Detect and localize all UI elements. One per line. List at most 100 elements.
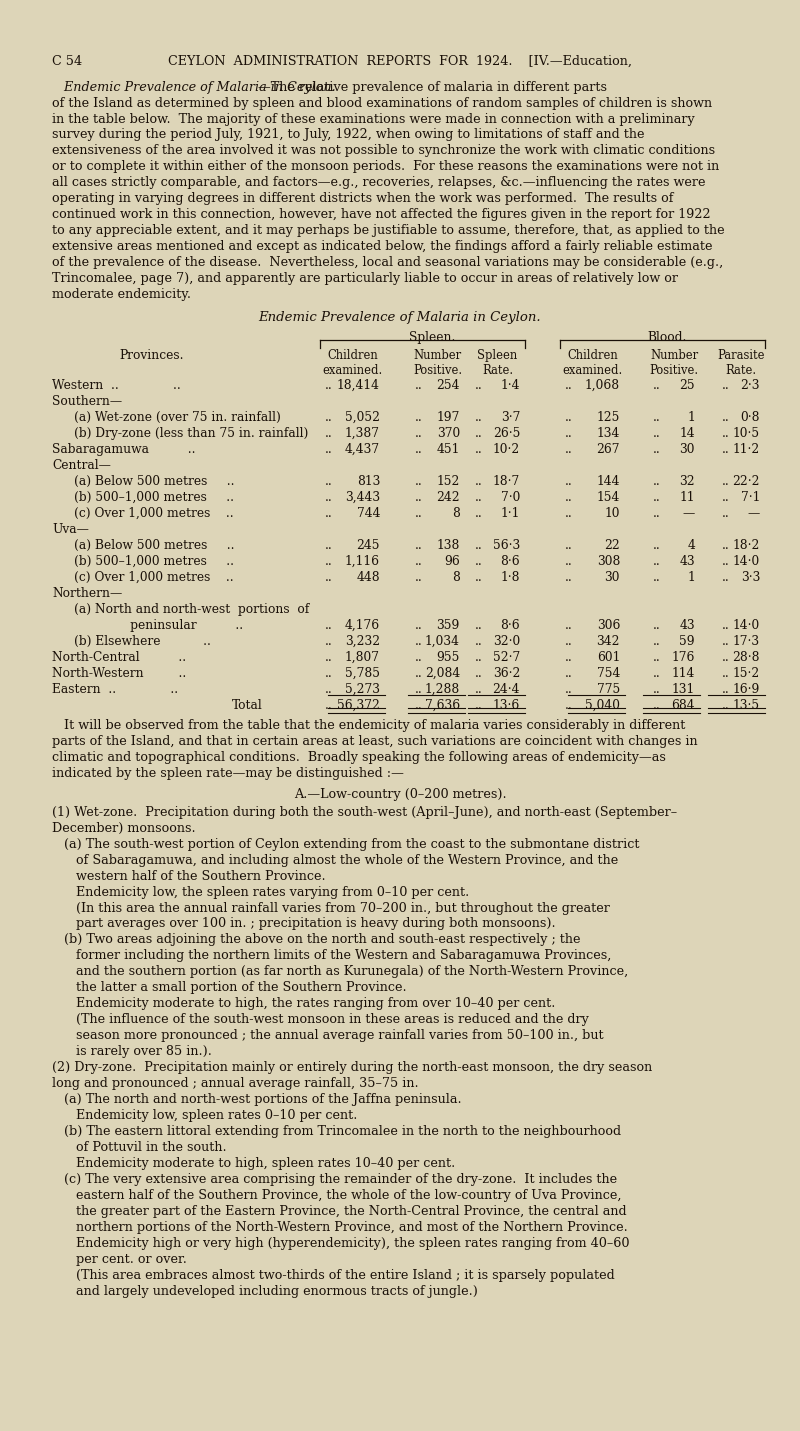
Text: ..: .. — [565, 426, 573, 441]
Text: of Pottuvil in the south.: of Pottuvil in the south. — [52, 1141, 226, 1155]
Text: ..: .. — [653, 426, 661, 441]
Text: ..: .. — [325, 426, 333, 441]
Text: continued work in this connection, however, have not affected the figures given : continued work in this connection, howev… — [52, 209, 710, 222]
Text: 1,387: 1,387 — [345, 426, 380, 441]
Text: ..: .. — [325, 555, 333, 568]
Text: 254: 254 — [437, 379, 460, 392]
Text: 134: 134 — [597, 426, 620, 441]
Text: ..: .. — [722, 555, 730, 568]
Text: ..: .. — [722, 444, 730, 456]
Text: ..: .. — [722, 507, 730, 519]
Text: (b) Two areas adjoining the above on the north and south-east respectively ; the: (b) Two areas adjoining the above on the… — [52, 933, 581, 946]
Text: ..: .. — [653, 651, 661, 664]
Text: ..: .. — [475, 635, 482, 648]
Text: western half of the Southern Province.: western half of the Southern Province. — [52, 870, 326, 883]
Text: Endemicity moderate to high, the rates ranging from over 10–40 per cent.: Endemicity moderate to high, the rates r… — [52, 997, 555, 1010]
Text: (a) Below 500 metres     ..: (a) Below 500 metres .. — [74, 539, 234, 552]
Text: ..: .. — [565, 491, 573, 504]
Text: 4,437: 4,437 — [345, 444, 380, 456]
Text: It will be observed from the table that the endemicity of malaria varies conside: It will be observed from the table that … — [52, 720, 686, 733]
Text: 451: 451 — [437, 444, 460, 456]
Text: 1·1: 1·1 — [501, 507, 520, 519]
Text: December) monsoons.: December) monsoons. — [52, 821, 196, 834]
Text: (a) North and north-west  portions  of: (a) North and north-west portions of — [74, 602, 310, 615]
Text: 11: 11 — [679, 491, 695, 504]
Text: 22·2: 22·2 — [733, 475, 760, 488]
Text: ..: .. — [565, 683, 573, 695]
Text: Number
Positive.: Number Positive. — [650, 349, 698, 376]
Text: 245: 245 — [357, 539, 380, 552]
Text: 3·7: 3·7 — [501, 411, 520, 424]
Text: 152: 152 — [437, 475, 460, 488]
Text: Uva—: Uva— — [52, 522, 89, 537]
Text: 308: 308 — [597, 555, 620, 568]
Text: ..: .. — [565, 571, 573, 584]
Text: 10: 10 — [605, 507, 620, 519]
Text: Number
Positive.: Number Positive. — [413, 349, 462, 376]
Text: Spleen
Rate.: Spleen Rate. — [478, 349, 518, 376]
Text: ..: .. — [415, 651, 422, 664]
Text: ..: .. — [475, 491, 482, 504]
Text: ..: .. — [565, 475, 573, 488]
Text: ..: .. — [415, 507, 422, 519]
Text: Northern—: Northern— — [52, 587, 122, 600]
Text: 7·0: 7·0 — [501, 491, 520, 504]
Text: ..: .. — [653, 539, 661, 552]
Text: 3,232: 3,232 — [345, 635, 380, 648]
Text: ..: .. — [325, 491, 333, 504]
Text: ..: .. — [653, 618, 661, 633]
Text: 744: 744 — [357, 507, 380, 519]
Text: ..: .. — [565, 555, 573, 568]
Text: (a) Below 500 metres     ..: (a) Below 500 metres .. — [74, 475, 234, 488]
Text: 5,785: 5,785 — [345, 667, 380, 680]
Text: ..: .. — [653, 444, 661, 456]
Text: Endemicity high or very high (hyperendemicity), the spleen rates ranging from 40: Endemicity high or very high (hyperendem… — [52, 1236, 630, 1249]
Text: 601: 601 — [597, 651, 620, 664]
Text: (b) 500–1,000 metres     ..: (b) 500–1,000 metres .. — [74, 491, 234, 504]
Text: ..: .. — [415, 539, 422, 552]
Text: ..: .. — [475, 667, 482, 680]
Text: (a) Wet-zone (over 75 in. rainfall): (a) Wet-zone (over 75 in. rainfall) — [74, 411, 281, 424]
Text: ..: .. — [722, 571, 730, 584]
Text: ..: .. — [565, 651, 573, 664]
Text: operating in varying degrees in different districts when the work was performed.: operating in varying degrees in differen… — [52, 192, 674, 206]
Text: ..: .. — [722, 618, 730, 633]
Text: Trincomalee, page 7), and apparently are particularly liable to occur in areas o: Trincomalee, page 7), and apparently are… — [52, 272, 678, 285]
Text: northern portions of the North-Western Province, and most of the Northern Provin: northern portions of the North-Western P… — [52, 1221, 628, 1234]
Text: 114: 114 — [672, 667, 695, 680]
Text: ..: .. — [475, 618, 482, 633]
Text: 18·2: 18·2 — [733, 539, 760, 552]
Text: ..: .. — [475, 475, 482, 488]
Text: 1: 1 — [687, 411, 695, 424]
Text: ..: .. — [565, 379, 573, 392]
Text: ..: .. — [565, 635, 573, 648]
Text: of Sabaragamuwa, and including almost the whole of the Western Province, and the: of Sabaragamuwa, and including almost th… — [52, 854, 618, 867]
Text: 13·5: 13·5 — [733, 698, 760, 711]
Text: 5,273: 5,273 — [345, 683, 380, 695]
Text: 1,068: 1,068 — [585, 379, 620, 392]
Text: 1,116: 1,116 — [345, 555, 380, 568]
Text: ..: .. — [325, 379, 333, 392]
Text: Endemic Prevalence of Malaria in Ceylon.: Endemic Prevalence of Malaria in Ceylon. — [52, 80, 336, 93]
Text: 7·1: 7·1 — [741, 491, 760, 504]
Text: ..: .. — [325, 667, 333, 680]
Text: 30: 30 — [679, 444, 695, 456]
Text: part averages over 100 in. ; precipitation is heavy during both monsoons).: part averages over 100 in. ; precipitati… — [52, 917, 556, 930]
Text: 56,372: 56,372 — [337, 698, 380, 711]
Text: 0·8: 0·8 — [741, 411, 760, 424]
Text: 813: 813 — [357, 475, 380, 488]
Text: 10·5: 10·5 — [733, 426, 760, 441]
Text: 5,040: 5,040 — [585, 698, 620, 711]
Text: ..: .. — [653, 667, 661, 680]
Text: ..: .. — [722, 539, 730, 552]
Text: 43: 43 — [679, 618, 695, 633]
Text: 242: 242 — [436, 491, 460, 504]
Text: ..: .. — [325, 651, 333, 664]
Text: (a) The south-west portion of Ceylon extending from the coast to the submontane : (a) The south-west portion of Ceylon ext… — [52, 837, 639, 850]
Text: ..: .. — [475, 379, 482, 392]
Text: 14·0: 14·0 — [733, 555, 760, 568]
Text: 2·3: 2·3 — [741, 379, 760, 392]
Text: Spleen.: Spleen. — [410, 332, 456, 345]
Text: 28·8: 28·8 — [733, 651, 760, 664]
Text: ..: .. — [653, 379, 661, 392]
